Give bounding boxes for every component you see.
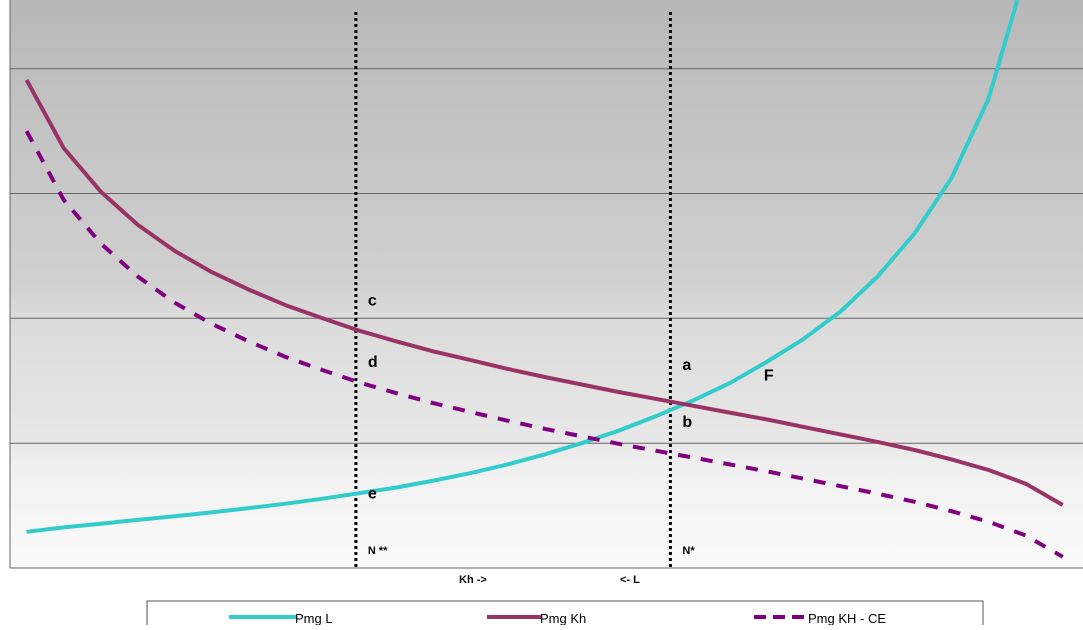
axis-label-l: <- L: [620, 574, 640, 586]
point-label-e: e: [368, 486, 377, 503]
plot-background: [10, 0, 1083, 568]
point-label-b: b: [682, 414, 692, 431]
legend-label-pmg-l: Pmg L: [295, 611, 333, 625]
point-label-F: F: [764, 368, 774, 385]
series-lines: [24, 0, 1064, 559]
point-label-d: d: [368, 354, 378, 371]
vertical-markers: N ** N*: [354, 12, 695, 568]
marker-label-1: N*: [682, 545, 695, 557]
series-line-0: [26, 0, 1020, 534]
point-labels: c d e a b F: [368, 293, 774, 503]
marker-label-0: N **: [368, 545, 388, 557]
legend: Pmg L Pmg Kh Pmg KH - CE: [146, 600, 984, 630]
series-line-1: [24, 78, 1064, 507]
legend-label-pmg-kh-ce: Pmg KH - CE: [808, 611, 886, 625]
series-line-2: [24, 130, 1064, 559]
legend-label-pmg-kh: Pmg Kh: [540, 611, 586, 625]
point-label-c: c: [368, 293, 377, 310]
gridlines: [10, 68, 1083, 444]
axis-label-kh: Kh ->: [459, 574, 487, 586]
point-label-a: a: [682, 357, 691, 374]
